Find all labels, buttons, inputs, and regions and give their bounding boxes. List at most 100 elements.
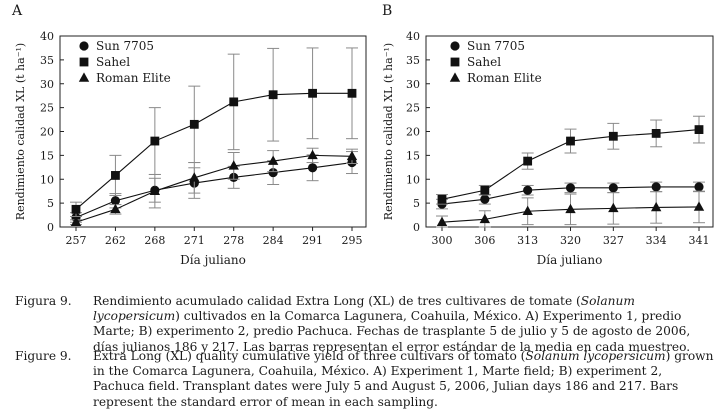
panel-a-series-sahel-point bbox=[268, 90, 278, 100]
panel-a-x-axis-title: Día juliano bbox=[180, 253, 246, 267]
panel-a-legend-label-sun-7705: Sun 7705 bbox=[96, 39, 154, 53]
panel-a-series-roman-elite-point bbox=[346, 150, 358, 161]
panel-a-x-tick-label: 278 bbox=[223, 234, 244, 247]
panel-b-legend-marker-roman-elite bbox=[449, 72, 461, 82]
panel-b-x-tick-label: 341 bbox=[689, 234, 710, 247]
panel-b-legend: Sun 7705 Sahel Roman Elite bbox=[449, 39, 542, 85]
panel-b-x-tick-label: 327 bbox=[603, 234, 624, 247]
panel-b-series-sun-7705-point bbox=[565, 183, 576, 193]
panel-a-series-roman-elite-point bbox=[228, 160, 239, 170]
panel-b-series-sahel-point bbox=[437, 194, 447, 204]
panel-a-series-roman-elite-point bbox=[110, 203, 121, 214]
panel-a-y-tick-label: 0 bbox=[47, 221, 54, 234]
panel-b-series-sun-7705-point bbox=[651, 182, 661, 192]
panel-a-y-tick-label: 10 bbox=[40, 173, 54, 186]
panel-a-series-sahel bbox=[70, 47, 358, 217]
panel-a-y-tick-label: 15 bbox=[40, 149, 54, 162]
panel-b-series-roman-elite-point bbox=[693, 201, 705, 211]
panel-b-legend-label-sahel: Sahel bbox=[467, 55, 501, 69]
panel-b-y-axis-title: Rendimiento calidad XL (t ha⁻¹) bbox=[382, 43, 395, 220]
panel-a-series-roman-elite-point bbox=[307, 149, 318, 160]
panel-a-label: A bbox=[11, 3, 23, 19]
panel-b-y-tick-label: 35 bbox=[406, 54, 420, 67]
panel-b-series-sahel-point bbox=[608, 131, 618, 141]
panel-a-legend: Sun 7705 Sahel Roman Elite bbox=[78, 39, 171, 85]
panel-a-y-tick-label: 35 bbox=[40, 54, 54, 67]
caption-english-label: Figure 9. bbox=[15, 349, 72, 363]
caption-english-species: Solanum lycopersicum bbox=[525, 349, 666, 363]
panel-b-legend-marker-sahel bbox=[450, 57, 460, 67]
caption-spanish-text-2: ) cultivados en la Comarca Lagunera, Coa… bbox=[93, 309, 691, 354]
panel-a-series-roman-elite-point bbox=[149, 185, 161, 195]
panel-b: B 0 5 10 15 20 25 30 35 40 300 306 313 320 327 334 341 Dí… bbox=[382, 3, 714, 267]
panel-b-x-tick-label: 320 bbox=[560, 234, 581, 247]
panel-a-series-sahel-point bbox=[229, 97, 239, 107]
caption-spanish: Figura 9. Rendimiento acumulado calidad … bbox=[15, 294, 715, 355]
panel-a-series-roman-elite-point bbox=[267, 155, 279, 165]
figure-panels: A 0 5 10 15 20 25 30 35 40 257 262 268 271 278 284 291 29… bbox=[11, 3, 714, 267]
panel-b-series-sahel-point bbox=[523, 156, 533, 166]
panel-a-series-sahel-point bbox=[71, 204, 81, 214]
panel-b-series-sun-7705-point bbox=[480, 194, 490, 204]
panel-b-label: B bbox=[382, 3, 392, 19]
panel-a-series-sun-7705-point bbox=[268, 167, 278, 178]
panel-a-series-sahel-line bbox=[75, 92, 352, 210]
panel-b-series-roman-elite-point bbox=[565, 203, 576, 214]
panel-b-x-tick-label: 300 bbox=[432, 234, 453, 247]
caption-english-text-1: Extra Long (XL) quality cumulative yield… bbox=[93, 349, 526, 363]
panel-a-x-tick-label: 262 bbox=[105, 234, 126, 247]
panel-a-series-sahel-point bbox=[308, 88, 317, 98]
panel-a-series-roman-elite-point bbox=[70, 216, 82, 227]
panel-a-series-roman-elite-point bbox=[189, 172, 200, 182]
panel-a-x-tick-label: 268 bbox=[144, 234, 165, 247]
caption-spanish-text-1: Rendimiento acumulado calidad Extra Long… bbox=[93, 294, 581, 308]
panel-b-series-roman-elite-point bbox=[650, 201, 662, 212]
panel-a-series-roman-elite bbox=[70, 147, 358, 227]
panel-b-series-sun-7705-point bbox=[523, 185, 533, 195]
panel-b-y-tick-label: 10 bbox=[406, 173, 420, 186]
panel-b-y-tick-label: 5 bbox=[413, 197, 420, 210]
panel-b-y-tick-label: 30 bbox=[406, 78, 420, 91]
panel-b-legend-label-sun-7705: Sun 7705 bbox=[467, 39, 525, 53]
panel-b-y-tick-label: 15 bbox=[406, 149, 420, 162]
panel-b-series-sun-7705-point bbox=[608, 183, 618, 193]
panel-b-y-tick-label: 25 bbox=[406, 102, 420, 115]
caption-english: Figure 9. Extra Long (XL) quality cumula… bbox=[15, 349, 715, 410]
panel-a-y-tick-label: 40 bbox=[40, 30, 54, 43]
panel-b-legend-label-roman-elite: Roman Elite bbox=[467, 71, 542, 85]
panel-a-series-sahel-point bbox=[189, 119, 199, 129]
panel-a-series-sun-7705-point bbox=[307, 163, 318, 173]
panel-a-series-sun-7705-point bbox=[110, 196, 121, 206]
panel-b-series-roman-elite-point bbox=[522, 205, 533, 216]
panel-a-legend-label-roman-elite: Roman Elite bbox=[96, 71, 171, 85]
panel-b-series-roman-elite-point bbox=[479, 213, 491, 224]
panel-b-y-tick-label: 40 bbox=[406, 30, 420, 43]
panel-b-series-sahel-point bbox=[566, 136, 575, 146]
panel-b-series-roman-elite-point bbox=[436, 216, 448, 227]
panel-b-series-sahel bbox=[436, 115, 705, 205]
panel-a-legend-marker-sahel bbox=[79, 57, 89, 67]
caption-spanish-label: Figura 9. bbox=[15, 294, 72, 308]
panel-a-x-tick-label: 257 bbox=[66, 234, 87, 247]
panel-b-series-roman-elite-point bbox=[608, 202, 619, 213]
panel-a-y-tick-label: 30 bbox=[40, 78, 54, 91]
panel-a-legend-marker-roman-elite bbox=[78, 72, 90, 82]
panel-a-x-tick-label: 291 bbox=[302, 234, 323, 247]
caption-english-text-2: ) grown in the Comarca Lagunera, Coahuil… bbox=[93, 349, 714, 409]
panel-b-y-tick-label: 20 bbox=[406, 126, 420, 139]
panel-b-series-sahel-point bbox=[480, 185, 490, 195]
panel-a-y-tick-label: 25 bbox=[40, 102, 54, 115]
panel-b-y-tick-label: 0 bbox=[413, 221, 420, 234]
caption-spanish-species: Solanum lycopersicum bbox=[93, 294, 635, 324]
panel-a-series-sahel-point bbox=[111, 171, 120, 180]
panel-b-x-tick-label: 313 bbox=[517, 234, 538, 247]
panel-a-x-tick-label: 284 bbox=[263, 234, 284, 247]
panel-a-series-sahel-point bbox=[347, 88, 357, 98]
panel-b-series-roman-elite bbox=[436, 190, 705, 228]
panel-a-y-axis-title: Rendimiento calidad XL (t ha⁻¹) bbox=[14, 43, 27, 220]
panel-a-series-sahel-point bbox=[150, 136, 160, 146]
panel-b-series-sahel-point bbox=[651, 129, 661, 138]
panel-a-y-tick-label: 20 bbox=[40, 126, 54, 139]
panel-a-series-sun-7705-line bbox=[75, 161, 353, 218]
panel-a: A 0 5 10 15 20 25 30 35 40 257 262 268 271 278 284 291 29… bbox=[11, 3, 367, 267]
